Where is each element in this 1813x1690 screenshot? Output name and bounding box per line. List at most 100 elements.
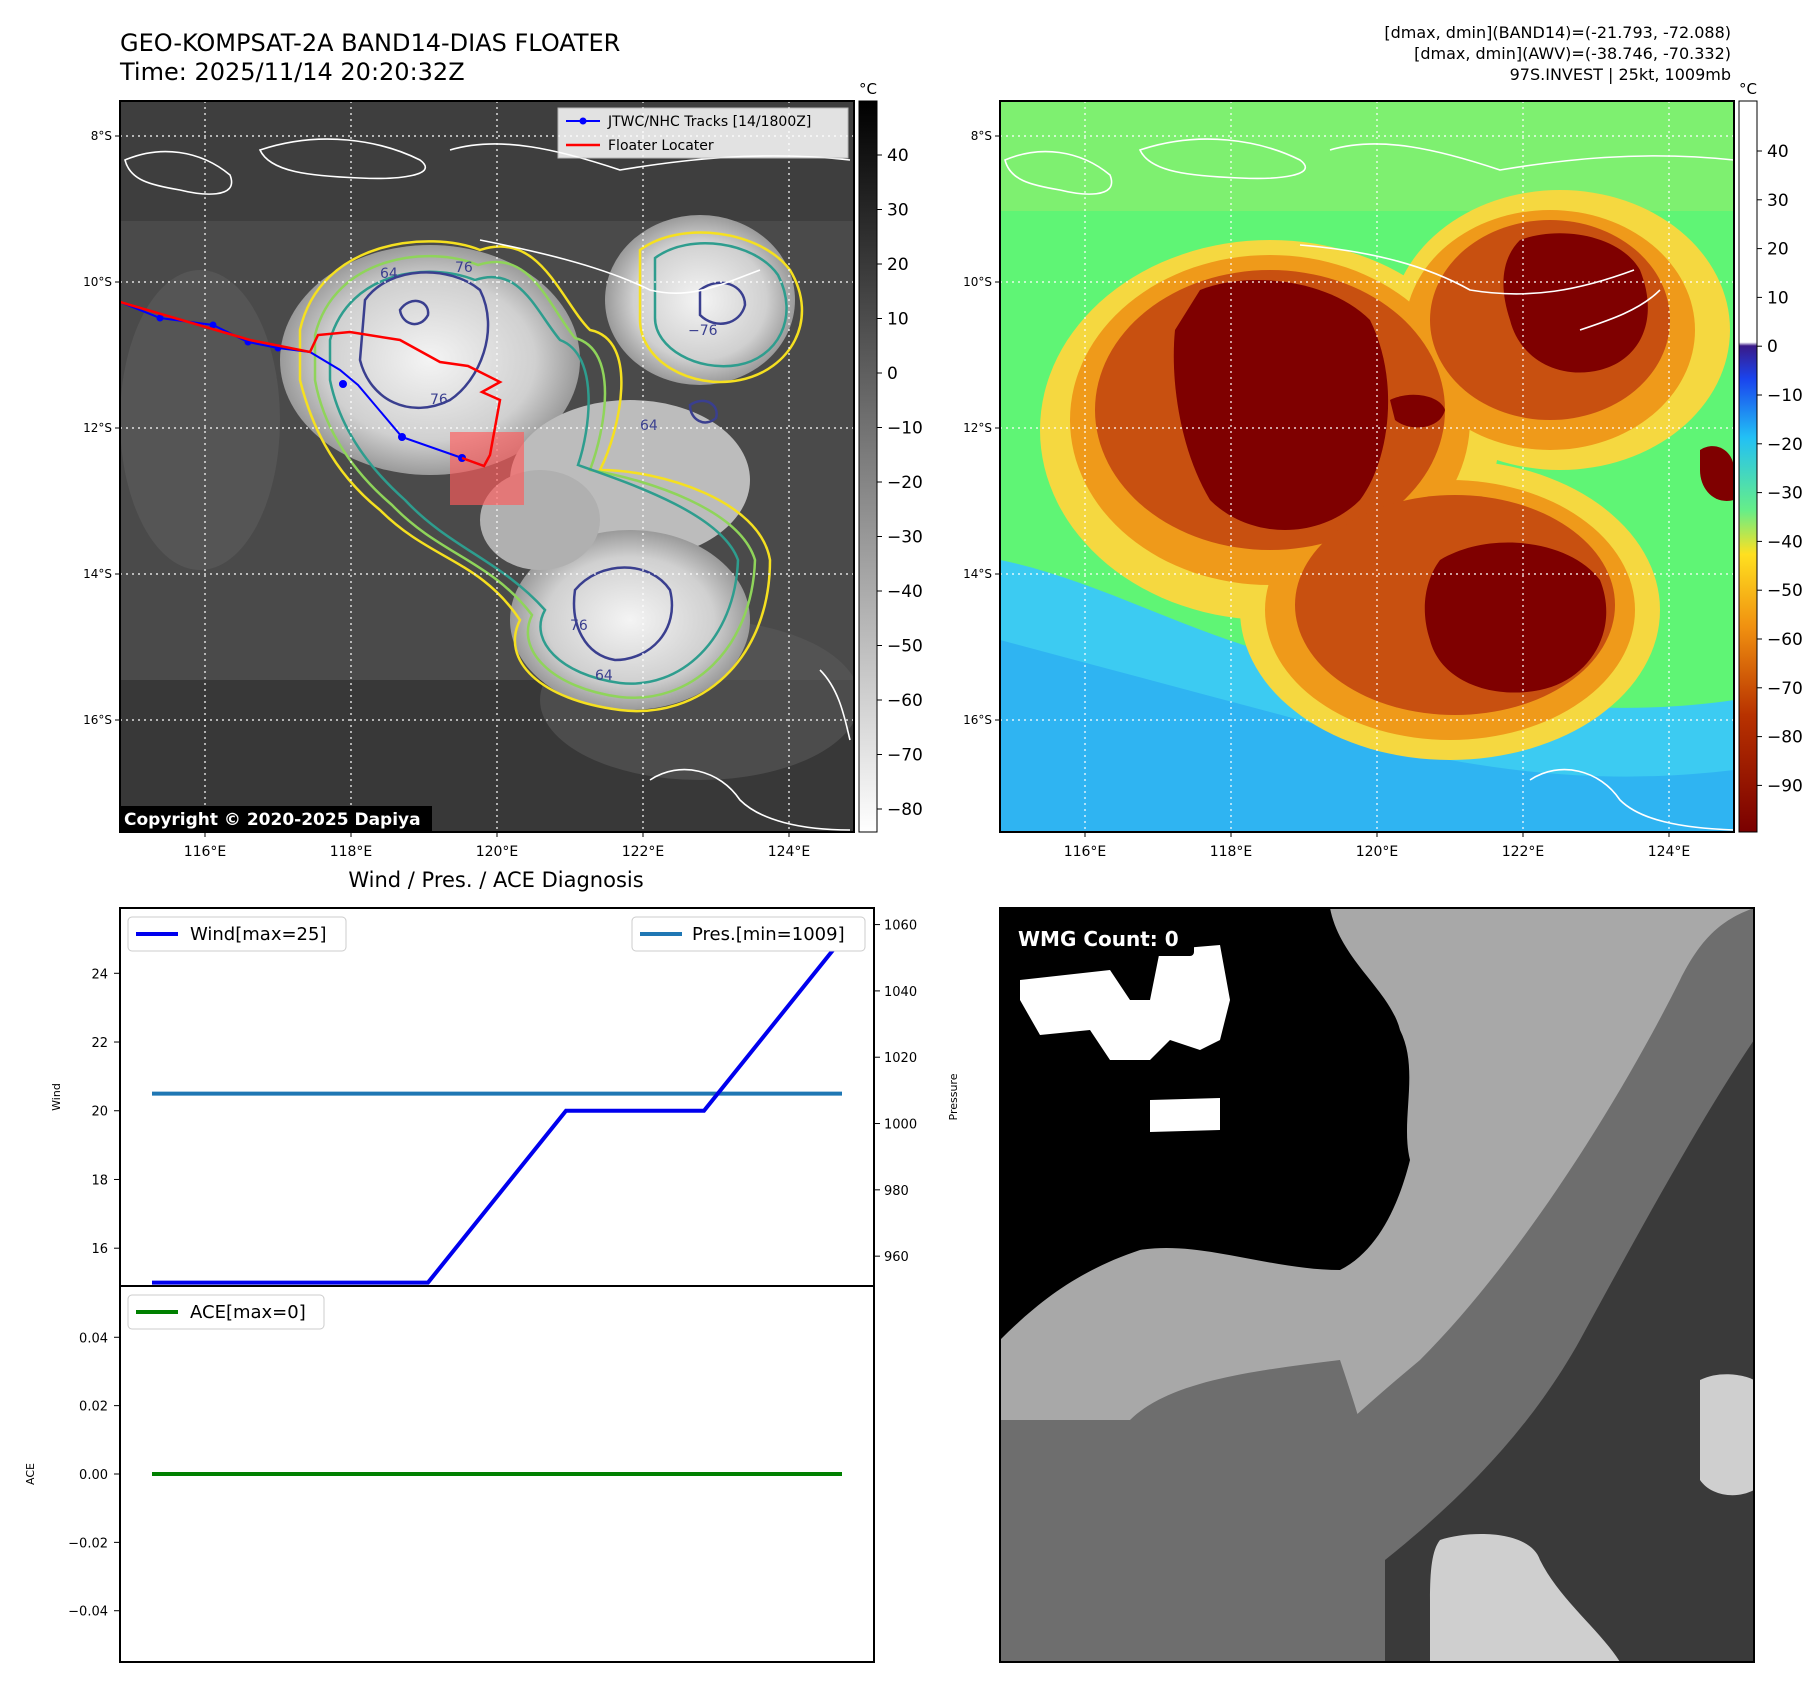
info-storm-status: 97S.INVEST | 25kt, 1009mb (1510, 65, 1731, 84)
wind-series-line (152, 937, 844, 1285)
contour-label: 64 (595, 668, 613, 684)
wind-ytick-label: 20 (91, 1105, 108, 1120)
colorbar-tick-label: −20 (1767, 435, 1803, 455)
ace-ytick-label: 0.02 (79, 1400, 108, 1415)
legend-locater-label: Floater Locater (608, 138, 714, 154)
legend-track-label: JTWC/NHC Tracks [14/1800Z] (607, 114, 811, 130)
colorbar-tick-label: −70 (887, 746, 923, 766)
floater-locater-line (120, 300, 503, 468)
lat-tick-label: 10°S (83, 275, 112, 289)
colorbar-tick-label: −80 (887, 800, 923, 820)
info-band14-range: [dmax, dmin](BAND14)=(-21.793, -72.088) (1384, 23, 1731, 42)
colorbar-tick-label: 20 (887, 255, 909, 275)
lon-tick-label: 124°E (768, 844, 811, 860)
contour-label: 76 (430, 392, 448, 408)
colorbar-tick-label: −40 (887, 582, 923, 602)
colorbar-tick-label: −60 (1767, 630, 1803, 650)
colorbar-tick-label: 30 (1767, 191, 1789, 211)
contour-label: 76 (570, 618, 588, 634)
awv-colorbar-unit: °C (1739, 80, 1757, 98)
colorbar-tick-label: −30 (887, 528, 923, 548)
wind-ytick-label: 16 (91, 1242, 108, 1257)
pressure-ytick-label: 1000 (884, 1118, 917, 1133)
colorbar-tick-label: 0 (887, 364, 898, 384)
info-awv-range: [dmax, dmin](AWV)=(-38.746, -70.332) (1414, 44, 1731, 63)
diagnosis-title: Wind / Pres. / ACE Diagnosis (348, 868, 643, 892)
pressure-legend-label: Pres.[min=1009] (692, 924, 845, 945)
ace-legend-label: ACE[max=0] (190, 1302, 306, 1323)
lon-tick-label: 116°E (184, 844, 227, 860)
colorbar-tick-label: −20 (887, 473, 923, 493)
colorbar-tick-label: 10 (1767, 288, 1789, 308)
wind-axis-label: Wind (50, 1083, 63, 1111)
lat-tick-label: 14°S (963, 567, 992, 581)
lat-tick-label: 8°S (91, 129, 112, 143)
figure-title: GEO-KOMPSAT-2A BAND14-DIAS FLOATER (120, 29, 620, 57)
pressure-ytick-label: 960 (884, 1250, 909, 1265)
ace-ytick-label: −0.04 (68, 1605, 108, 1620)
wind-ytick-label: 24 (91, 967, 108, 982)
pressure-ytick-label: 1020 (884, 1051, 917, 1066)
lat-tick-label: 14°S (83, 567, 112, 581)
ir-legend: JTWC/NHC Tracks [14/1800Z] Floater Locat… (557, 107, 849, 159)
ace-axis-label: ACE (24, 1463, 37, 1485)
lon-tick-label: 122°E (1502, 844, 1545, 860)
lon-tick-label: 124°E (1648, 844, 1691, 860)
pressure-legend: Pres.[min=1009] (631, 916, 866, 952)
ir-colorbar-unit: °C (859, 80, 877, 98)
contour-label: 64 (640, 418, 658, 434)
lat-tick-label: 16°S (83, 713, 112, 727)
colorbar-tick-label: −40 (1767, 532, 1803, 552)
wind-legend: Wind[max=25] (127, 916, 347, 952)
copyright-label: Copyright © 2020-2025 Dapiya (124, 810, 421, 830)
floater-box (450, 432, 524, 505)
wind-ytick-label: 18 (91, 1173, 108, 1188)
contour-label: 64 (380, 266, 398, 282)
colorbar-tick-label: 10 (887, 310, 909, 330)
colorbar-tick-label: 0 (1767, 337, 1778, 357)
pressure-ytick-label: 1040 (884, 985, 917, 1000)
awv-satellite-map: 8°S 10°S 12°S 14°S 16°S 116°E 118°E 120°E 122°E… (963, 100, 1735, 860)
colorbar-tick-label: −50 (887, 637, 923, 657)
wind-ytick-label: 22 (91, 1036, 108, 1051)
ace-ytick-label: −0.02 (68, 1536, 108, 1551)
lon-tick-label: 122°E (622, 844, 665, 860)
lat-tick-label: 12°S (963, 421, 992, 435)
wmg-count-label: WMG Count: 0 (1018, 927, 1179, 951)
colorbar-tick-label: −30 (1767, 484, 1803, 504)
lat-tick-label: 12°S (83, 421, 112, 435)
ace-ytick-label: 0.04 (79, 1331, 108, 1346)
lat-tick-label: 16°S (963, 713, 992, 727)
contour-label: −76 (688, 323, 718, 339)
lat-tick-label: 10°S (963, 275, 992, 289)
wmg-panel: WMG Count: 0 (999, 907, 1755, 1663)
pressure-ytick-label: 980 (884, 1184, 909, 1199)
lon-tick-label: 118°E (1210, 844, 1253, 860)
ace-chart: 0.04 0.02 0.00 −0.02 −0.04 ACE ACE[max=0] (24, 1285, 875, 1663)
colorbar-tick-label: −10 (887, 419, 923, 439)
lon-tick-label: 116°E (1064, 844, 1107, 860)
wind-legend-label: Wind[max=25] (190, 924, 327, 945)
colorbar-tick-label: −80 (1767, 728, 1803, 748)
figure-time: Time: 2025/11/14 20:20:32Z (119, 58, 465, 86)
ir-colorbar: °C 40 30 20 10 0 −10 −20 −30 −40 −50 −60 −70 −80 (858, 80, 923, 833)
ace-ytick-label: 0.00 (79, 1468, 108, 1483)
colorbar-tick-label: 20 (1767, 240, 1789, 260)
awv-colorbar: °C 40 30 20 10 0 −10 −20 −30 −40 −50 −60 −70 −80 −90 (1738, 80, 1803, 833)
pressure-axis-label: Pressure (947, 1073, 960, 1120)
colorbar-tick-label: −90 (1767, 776, 1803, 796)
wind-pressure-chart: 16 18 20 22 24 960 980 1000 1020 1040 1060 Wind P… (50, 907, 960, 1287)
colorbar-tick-label: 40 (887, 146, 909, 166)
colorbar-tick-label: −10 (1767, 386, 1803, 406)
lon-tick-label: 120°E (476, 844, 519, 860)
ace-legend: ACE[max=0] (127, 1294, 325, 1330)
colorbar-tick-label: −60 (887, 691, 923, 711)
lon-tick-label: 120°E (1356, 844, 1399, 860)
lon-tick-label: 118°E (330, 844, 373, 860)
ir-satellite-map: 64 76 76 −76 64 76 64 JTWC/NHC Tracks [1… (83, 100, 855, 860)
contour-label: 76 (455, 260, 473, 276)
colorbar-tick-label: 30 (887, 201, 909, 221)
colorbar-tick-label: −70 (1767, 679, 1803, 699)
colorbar-tick-label: −50 (1767, 581, 1803, 601)
